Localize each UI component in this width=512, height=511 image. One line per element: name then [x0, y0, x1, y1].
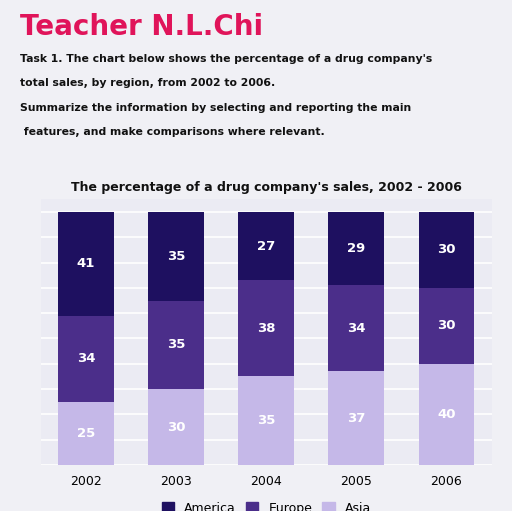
Text: Task 1. The chart below shows the percentage of a drug company's: Task 1. The chart below shows the percen… — [20, 54, 433, 64]
Text: 34: 34 — [347, 322, 366, 335]
Bar — [238, 280, 294, 377]
Bar — [418, 212, 475, 288]
Text: 35: 35 — [167, 338, 185, 351]
Text: 30: 30 — [437, 319, 456, 332]
Text: 41: 41 — [77, 258, 95, 270]
Text: 27: 27 — [257, 240, 275, 252]
Bar — [148, 300, 204, 389]
Bar — [328, 285, 385, 371]
Text: 40: 40 — [437, 408, 456, 421]
Legend: America, Europe, Asia: America, Europe, Asia — [158, 498, 375, 511]
Text: 34: 34 — [77, 352, 95, 365]
Text: 25: 25 — [77, 427, 95, 440]
Text: 38: 38 — [257, 322, 275, 335]
Text: features, and make comparisons where relevant.: features, and make comparisons where rel… — [20, 127, 325, 137]
Text: total sales, by region, from 2002 to 2006.: total sales, by region, from 2002 to 200… — [20, 78, 276, 88]
Bar — [238, 377, 294, 465]
Bar — [328, 371, 385, 465]
Bar — [418, 364, 475, 465]
Bar — [238, 212, 294, 280]
Text: Summarize the information by selecting and reporting the main: Summarize the information by selecting a… — [20, 103, 412, 113]
Bar — [58, 402, 114, 465]
Title: The percentage of a drug company's sales, 2002 - 2006: The percentage of a drug company's sales… — [71, 181, 462, 194]
Text: 29: 29 — [347, 242, 366, 255]
Bar — [148, 212, 204, 300]
Text: 37: 37 — [347, 412, 366, 425]
Text: Teacher N.L.Chi: Teacher N.L.Chi — [20, 13, 264, 41]
Bar — [328, 212, 385, 285]
Text: 30: 30 — [167, 421, 185, 433]
Bar — [418, 288, 475, 364]
Bar — [58, 316, 114, 402]
Text: 35: 35 — [257, 414, 275, 427]
Text: 30: 30 — [437, 243, 456, 257]
Bar — [58, 212, 114, 316]
Bar — [148, 389, 204, 465]
Text: 35: 35 — [167, 250, 185, 263]
